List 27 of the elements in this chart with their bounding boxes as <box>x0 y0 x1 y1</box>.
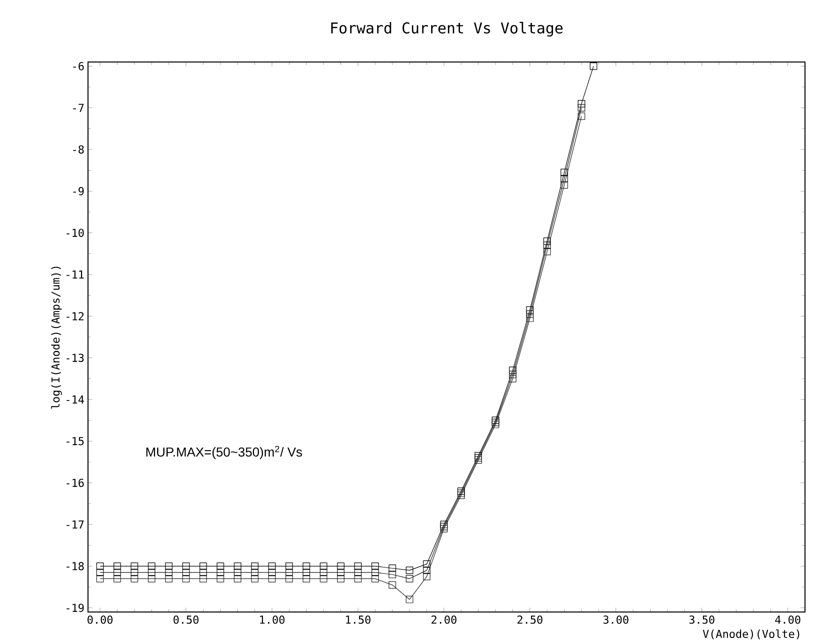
x-tick-label: 0.00 <box>88 616 113 624</box>
y-tick-label: -17 <box>66 520 84 529</box>
x-tick-label: 3.50 <box>689 616 714 624</box>
x-tick-label: 1.50 <box>346 616 370 624</box>
y-tick-label: -9 <box>73 187 84 196</box>
annotation: MUP.MAX=(50~350)m$^{2}$/ Vs <box>146 446 302 460</box>
x-tick-label: 2.50 <box>518 616 542 624</box>
x-tick-label: 4.00 <box>775 616 800 624</box>
x-tick-label: 1.00 <box>260 616 284 624</box>
y-tick-label: -6 <box>73 62 84 70</box>
y-axis-title: log(I(Anode)(Amps/um)) <box>51 266 62 409</box>
y-tick-label: -16 <box>66 478 84 488</box>
y-tick-label: -13 <box>66 354 84 362</box>
chart-title: Forward Current Vs Voltage <box>331 22 563 37</box>
y-tick-label: -15 <box>66 437 84 446</box>
y-tick-label: -12 <box>66 312 84 320</box>
y-tick-label: -14 <box>66 396 84 404</box>
y-tick-label: -18 <box>66 562 84 570</box>
x-tick-label: 3.00 <box>603 616 628 624</box>
y-tick-label: -10 <box>66 228 84 238</box>
y-tick-label: -19 <box>66 604 84 612</box>
y-tick-label: -11 <box>66 270 84 279</box>
x-tick-label: 0.50 <box>174 616 198 624</box>
x-tick-label: 2.00 <box>432 616 456 624</box>
x-axis-title: V(Anode)(Volte) <box>702 630 800 640</box>
y-tick-label: -7 <box>73 104 84 112</box>
y-tick-label: -8 <box>73 146 84 154</box>
